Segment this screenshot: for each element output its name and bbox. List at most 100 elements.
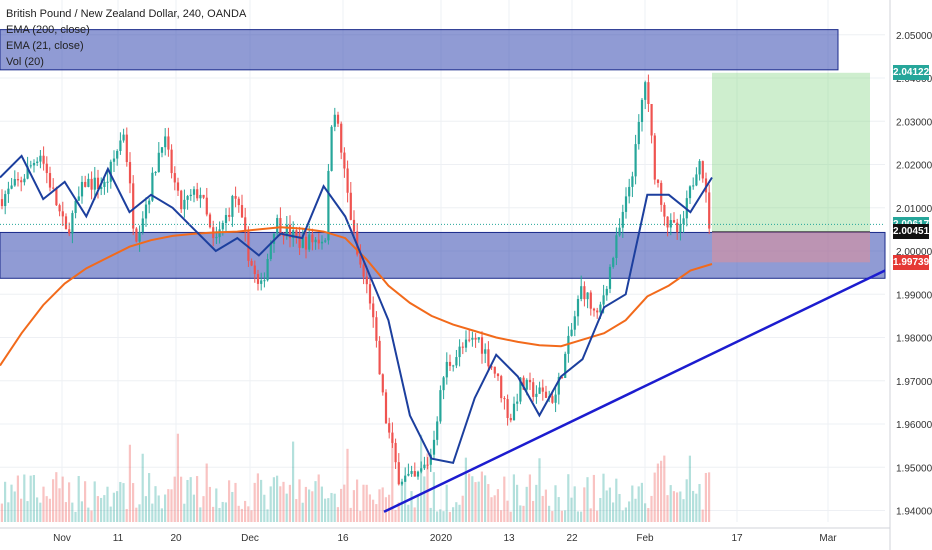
candle-body [327,170,330,241]
volume-bar [0,503,4,522]
candle-body [186,196,189,200]
volume-bar [461,495,464,522]
volume-bar [356,479,359,522]
candle-body [701,161,704,179]
candle-body [106,181,109,183]
candle-body [586,292,589,300]
candle-body [580,286,583,300]
volume-bar [538,458,541,522]
volume-bar [580,511,583,522]
price-axis-tick: 1.94000 [896,507,932,518]
candle-body [215,237,218,239]
volume-bar [29,475,32,522]
candle-body [506,399,509,418]
price-tag: 2.00451 [893,224,930,240]
volume-bar [525,486,528,522]
volume-bar [362,484,365,522]
volume-bar [212,506,215,522]
candle-body [298,235,301,248]
candle-body [471,337,474,340]
volume-bar [695,493,698,522]
candle-body [308,234,311,250]
volume-bar [298,479,301,522]
stop-loss-area [712,231,870,263]
candle-body [480,337,484,354]
candle-body [109,161,112,182]
volume-bar [253,482,256,522]
volume-bar [320,486,323,522]
volume-bar [554,485,557,522]
volume-bar [272,477,275,522]
price-axis-tick: 1.96000 [896,420,932,431]
volume-bar [442,511,445,522]
candle-body [538,387,541,394]
candle-body [61,211,64,217]
volume-bar [208,486,211,522]
candle-body [119,140,122,151]
candle-body [221,223,224,230]
candle-body [672,220,676,223]
candle-body [128,162,132,184]
volume-bar [458,504,461,522]
candle-body [205,197,208,215]
volume-bar [308,489,311,522]
volume-bar [647,508,650,522]
volume-bar [484,475,487,522]
volume-bar [544,489,547,522]
candle-body [381,374,384,393]
candle-body [570,329,573,336]
candle-body [16,179,20,181]
volume-bar [653,472,656,522]
volume-bar [468,473,471,522]
volume-bar [551,511,554,522]
price-axis-tick: 1.95000 [896,463,932,474]
candle-body [266,258,269,281]
candle-body [365,276,368,285]
volume-bar [628,501,631,522]
candle-body [557,376,560,395]
time-axis-tick: 13 [503,533,515,544]
candle-body [237,198,240,206]
volume-bar [394,509,397,522]
volume-bar [128,444,131,522]
time-axis-tick: 2020 [430,533,453,544]
volume-bar [589,508,592,522]
volume-bar [45,496,48,522]
candle-body [336,114,340,124]
volume-bar [237,505,240,522]
candle-body [688,186,692,199]
candle-body [170,149,173,174]
volume-bar [154,486,157,522]
candle-body [493,366,496,374]
candle-body [592,308,596,311]
time-axis-tick: Mar [819,533,837,544]
candle-body [32,162,36,166]
volume-bar [608,487,611,522]
candle-body [516,401,519,404]
volume-bar [324,498,327,522]
volume-bar [378,489,381,522]
candle-body [71,213,74,234]
legend-symbol: British Pound / New Zealand Dollar, 240,… [6,8,247,20]
volume-bar [77,475,80,522]
time-axis-tick: 11 [113,533,124,544]
candle-body [637,121,640,145]
volume-bar [471,476,474,522]
volume-bar [477,481,480,522]
candle-body [695,174,698,186]
volume-bar [512,474,515,522]
candle-body [180,190,183,210]
candle-body [413,471,416,477]
volume-bar [301,502,304,522]
candle-body [423,464,426,469]
candle-body [631,176,634,187]
volume-bar [32,475,35,522]
volume-bar [397,502,400,522]
volume-bar [231,491,234,522]
volume-bar [93,481,96,522]
candle-body [196,189,199,199]
supply-demand-zone [0,231,886,279]
volume-bar [266,509,269,522]
price-axis-tick: 2.00000 [896,247,932,258]
